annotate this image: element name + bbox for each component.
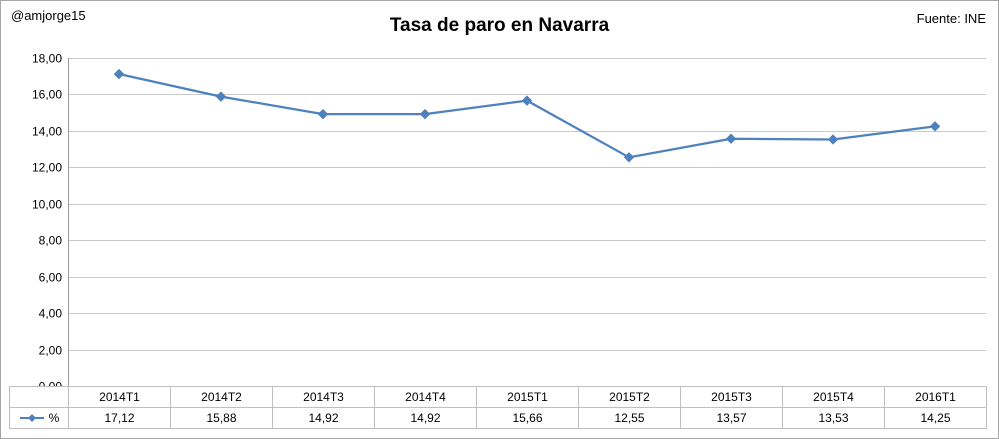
series-line bbox=[118, 72, 936, 159]
data-point-marker bbox=[317, 108, 329, 120]
table-value-cell: 15,88 bbox=[170, 407, 273, 429]
table-header-row: 2014T1 2014T2 2014T3 2014T4 2015T1 2015T2 2015… bbox=[9, 386, 987, 408]
data-point-marker bbox=[725, 133, 737, 144]
table-header-cell: 2015T3 bbox=[680, 386, 783, 408]
series-legend-icon bbox=[19, 413, 44, 422]
table-header-cell: 2015T1 bbox=[476, 386, 579, 408]
table-value-row: % 17,12 15,88 14,92 14,92 15,66 12,55 13,57 13,5… bbox=[9, 407, 987, 429]
y-tick-label: 2,00 bbox=[39, 344, 63, 358]
chart-data-table: 2014T1 2014T2 2014T3 2014T4 2015T1 2015T2 2015… bbox=[9, 386, 987, 429]
table-value-cell: 14,92 bbox=[374, 407, 477, 429]
watermark-handle: @amjorge15 bbox=[11, 8, 86, 23]
table-value-cell: 12,55 bbox=[578, 407, 681, 429]
table-value-cell: 13,53 bbox=[782, 407, 885, 429]
table-value-cell: 13,57 bbox=[680, 407, 783, 429]
table-header-cell: 2014T3 bbox=[272, 386, 375, 408]
data-point-marker bbox=[623, 152, 635, 163]
y-tick-label: 16,00 bbox=[32, 88, 62, 102]
data-point-marker bbox=[419, 108, 431, 120]
data-point-marker bbox=[929, 121, 941, 132]
y-tick-label: 8,00 bbox=[39, 234, 63, 248]
chart-title: Tasa de paro en Navarra bbox=[389, 15, 610, 36]
series-legend-cell: % bbox=[9, 407, 69, 429]
y-tick-label: 4,00 bbox=[39, 307, 63, 321]
series-name-label: % bbox=[48, 410, 60, 425]
table-value-cell: 17,12 bbox=[68, 407, 171, 429]
data-point-marker bbox=[215, 91, 227, 102]
table-header-cell: 2014T4 bbox=[374, 386, 477, 408]
y-tick-label: 6,00 bbox=[39, 271, 63, 285]
data-point-marker bbox=[113, 68, 125, 80]
table-value-cell: 14,92 bbox=[272, 407, 375, 429]
table-corner-cell bbox=[9, 386, 69, 408]
table-header-cell: 2014T1 bbox=[68, 386, 171, 408]
source-label: Fuente: INE bbox=[916, 11, 986, 26]
y-tick-label: 18,00 bbox=[32, 52, 62, 66]
data-point-marker bbox=[521, 95, 533, 106]
y-tick-label: 10,00 bbox=[32, 198, 62, 212]
table-header-cell: 2014T2 bbox=[170, 386, 273, 408]
y-tick-label: 12,00 bbox=[32, 161, 62, 175]
table-header-cell: 2016T1 bbox=[884, 386, 987, 408]
table-value-cell: 15,66 bbox=[476, 407, 579, 429]
table-header-cell: 2015T2 bbox=[578, 386, 681, 408]
table-value-cell: 14,25 bbox=[884, 407, 987, 429]
table-header-cell: 2015T4 bbox=[782, 386, 885, 408]
y-tick-label: 14,00 bbox=[32, 125, 62, 139]
data-point-marker bbox=[827, 134, 839, 145]
